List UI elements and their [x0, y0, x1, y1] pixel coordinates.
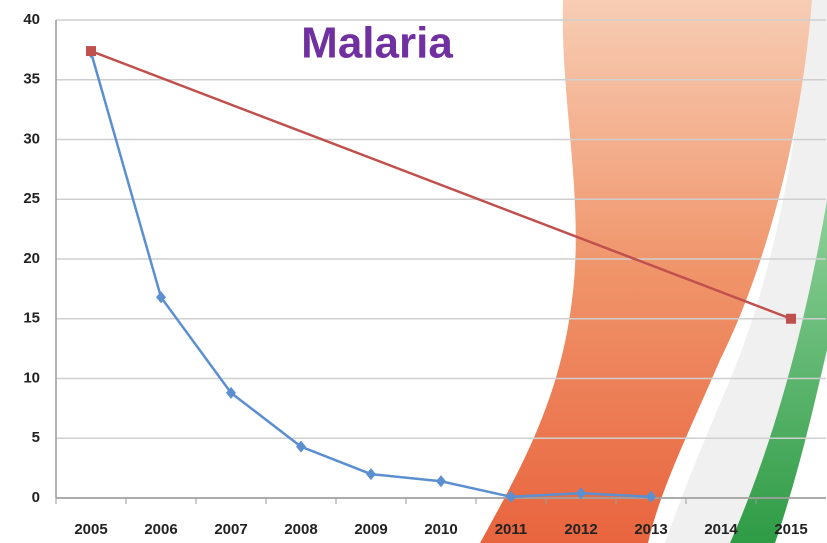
y-tick-label: 15 [23, 310, 40, 327]
chart-title: Malaria [301, 19, 453, 68]
x-tick-label: 2013 [634, 521, 667, 538]
y-tick-label: 35 [23, 71, 40, 88]
x-tick-label: 2005 [74, 521, 107, 538]
x-tick-label: 2007 [214, 521, 247, 538]
y-tick-label: 5 [32, 429, 40, 446]
x-tick-label: 2012 [564, 521, 597, 538]
y-tick-label: 0 [32, 489, 40, 506]
y-tick-label: 25 [23, 190, 40, 207]
marker [366, 468, 376, 480]
x-tick-label: 2015 [774, 521, 807, 538]
x-tick-label: 2010 [424, 521, 457, 538]
x-tick-label: 2009 [354, 521, 387, 538]
x-tick-label: 2006 [144, 521, 177, 538]
chart: Malaria 0 5 10 15 20 25 30 35 40 2005 2006 2007 2008… [0, 0, 827, 543]
y-tick-label: 10 [23, 369, 40, 386]
marker [436, 475, 446, 487]
x-tick-label: 2008 [284, 521, 317, 538]
y-tick-label: 20 [23, 250, 40, 267]
y-tick-label: 30 [23, 130, 40, 147]
marker [786, 314, 796, 324]
x-tick-label: 2011 [495, 521, 528, 538]
x-tick-label: 2014 [704, 521, 738, 538]
y-tick-label: 40 [23, 11, 40, 28]
background-ribbons [480, 0, 827, 543]
marker [86, 46, 96, 56]
